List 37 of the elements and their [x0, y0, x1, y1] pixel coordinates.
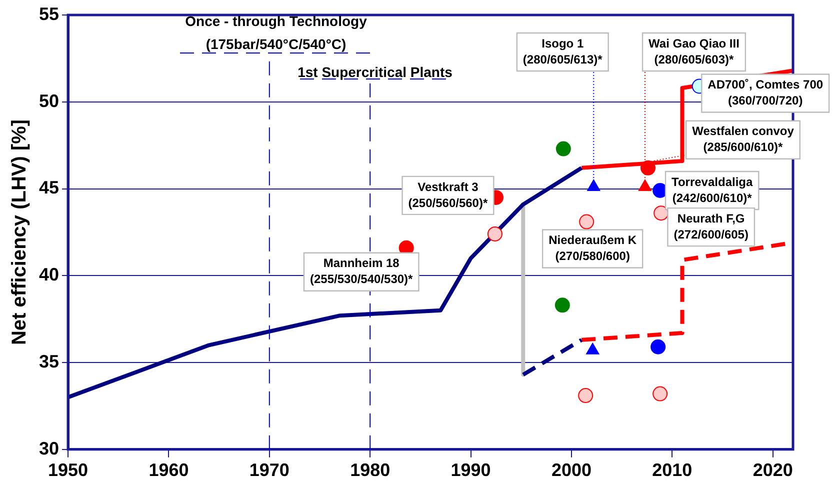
y-tick-label: 55	[38, 4, 60, 24]
y-tick-label: 30	[38, 438, 60, 458]
annotation: Westfalen convoy (285/600/610)*	[692, 124, 794, 154]
point	[587, 180, 600, 192]
annotation: Wai Gao Qiao III (280/605/603)*	[648, 36, 740, 66]
x-tick-label: 1980	[350, 460, 390, 480]
annotation: Niederaußem K (270/580/600)	[548, 233, 637, 264]
ref-line-label: 1st Supercritical Plants	[298, 64, 453, 80]
point	[579, 214, 594, 230]
x-tick-label: 2010	[652, 460, 692, 480]
x-tick-label: 1960	[148, 460, 189, 480]
y-tick-label: 45	[38, 178, 60, 198]
ref-line-label: Once - through Technology (175bar/540°C/540°C)	[185, 12, 368, 52]
point	[650, 339, 666, 354]
point	[487, 226, 502, 242]
point	[578, 388, 594, 404]
y-tick-label: 35	[38, 351, 60, 372]
x-tick-label: 2020	[752, 460, 793, 480]
annotation: Neurath F,G (272/600/605)	[674, 211, 748, 242]
y-tick-label: 50	[38, 90, 60, 111]
annotation: Vestkraft 3 (250/560/560)*	[408, 180, 488, 210]
annotation: Torrevaldaliga (242/600/610)*	[672, 174, 753, 205]
x-tick-label: 2000	[551, 460, 592, 480]
y-tick-label: 40	[38, 264, 60, 285]
x-tick-label: 1970	[249, 460, 290, 480]
point	[554, 298, 570, 313]
annotation: Isogo 1 (280/605/613)*	[522, 36, 603, 66]
x-tick-label: 1950	[48, 460, 88, 480]
point	[638, 180, 652, 192]
annotation: Mannheim 18 (255/530/540/530)*	[310, 256, 414, 286]
annotation: AD700˚, Comtes 700 (360/700/720)	[708, 78, 824, 108]
point	[640, 160, 656, 176]
y-axis-title: Net efficiency (LHV) [%]	[8, 119, 31, 345]
point	[652, 386, 668, 402]
x-tick-label: 1990	[450, 460, 491, 480]
point	[654, 206, 669, 221]
point	[556, 141, 571, 156]
